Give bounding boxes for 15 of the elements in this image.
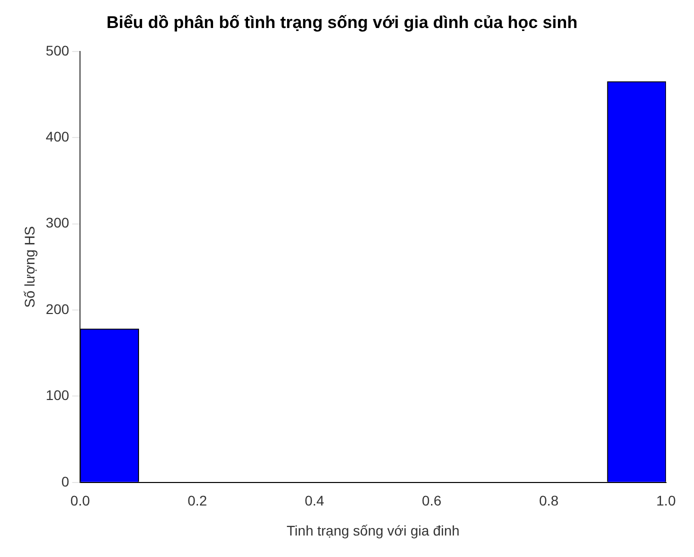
x-tick-label: 1.0 [656,492,676,509]
x-axis-title: Tinh trạng sống với gia đinh [286,522,460,538]
y-tick-label: 500 [46,42,70,58]
y-tick-label: 200 [46,300,70,317]
y-tick-label: 300 [46,214,70,231]
x-tick-label: 0.8 [539,492,559,509]
y-tick-label: 100 [46,387,70,404]
x-tick-label: 0.0 [70,492,90,509]
x-tick-label: 0.6 [422,492,442,509]
chart-title: Biểu dồ phân bố tình trạng sống với gia dình của học sinh [106,12,578,32]
y-tick-label: 0 [61,473,70,490]
x-tick-label: 0.2 [188,492,208,509]
y-tick-label: 400 [46,128,70,144]
x-tick-label: 0.4 [304,492,324,509]
y-axis-title: Số lượng HS [21,226,38,308]
